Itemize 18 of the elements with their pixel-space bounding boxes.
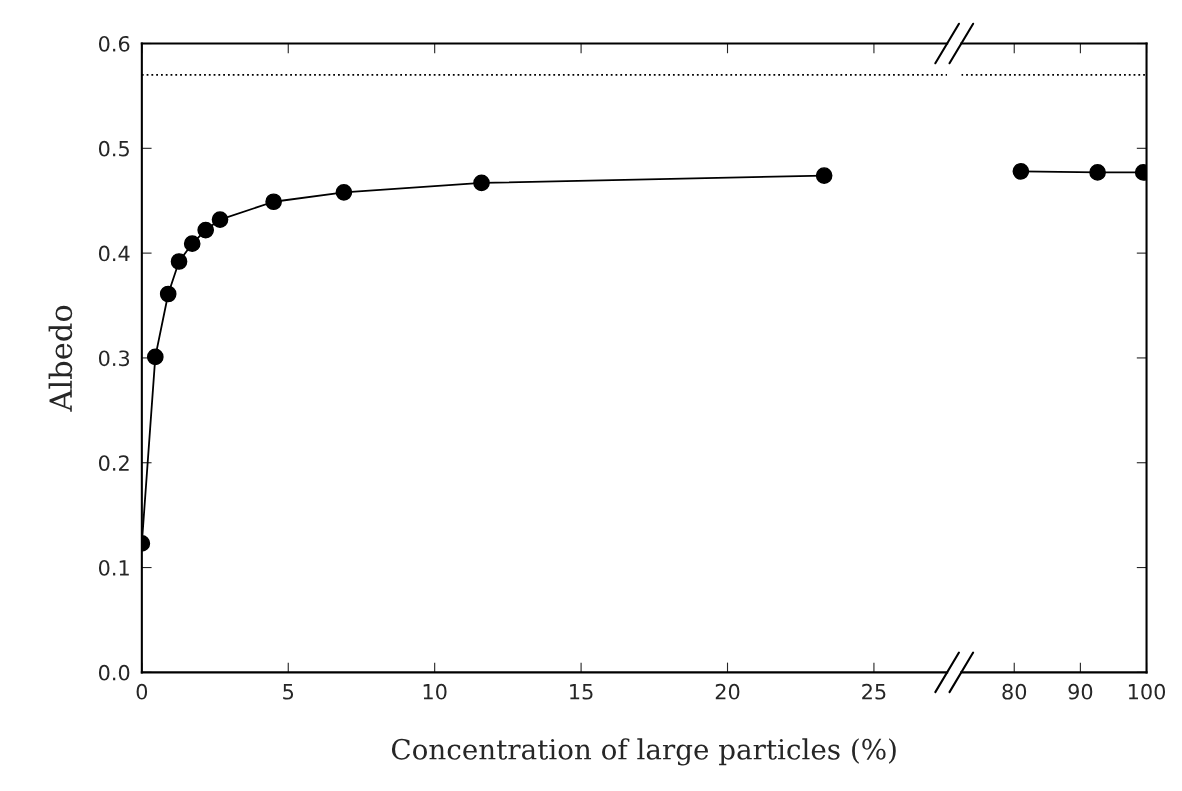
y-tick-label: 0.5 [98,140,129,157]
x-tick-label: 10 [423,683,447,700]
x-tick-label: 0 [136,683,148,700]
y-tick-label: 0.4 [98,245,130,262]
y-tick-label: 0.6 [98,35,130,52]
x-tick-label: 20 [715,683,740,700]
x-tick-label: 25 [862,683,886,700]
y-tick-label: 0.3 [98,350,130,367]
x-tick-label: 5 [283,684,294,700]
x-tick-label: 90 [1068,683,1093,700]
y-tick-label: 0.0 [98,664,130,681]
x-tick-label: 100 [1128,683,1166,700]
x-tick-label: 80 [1002,683,1027,700]
y-axis-title: Albedo [48,305,73,412]
y-tick-label: 0.1 [98,560,129,576]
y-tick-label: 0.2 [98,455,129,471]
x-tick-label: 15 [570,684,593,700]
x-axis-title: Concentration of large particles (%) [391,738,896,766]
